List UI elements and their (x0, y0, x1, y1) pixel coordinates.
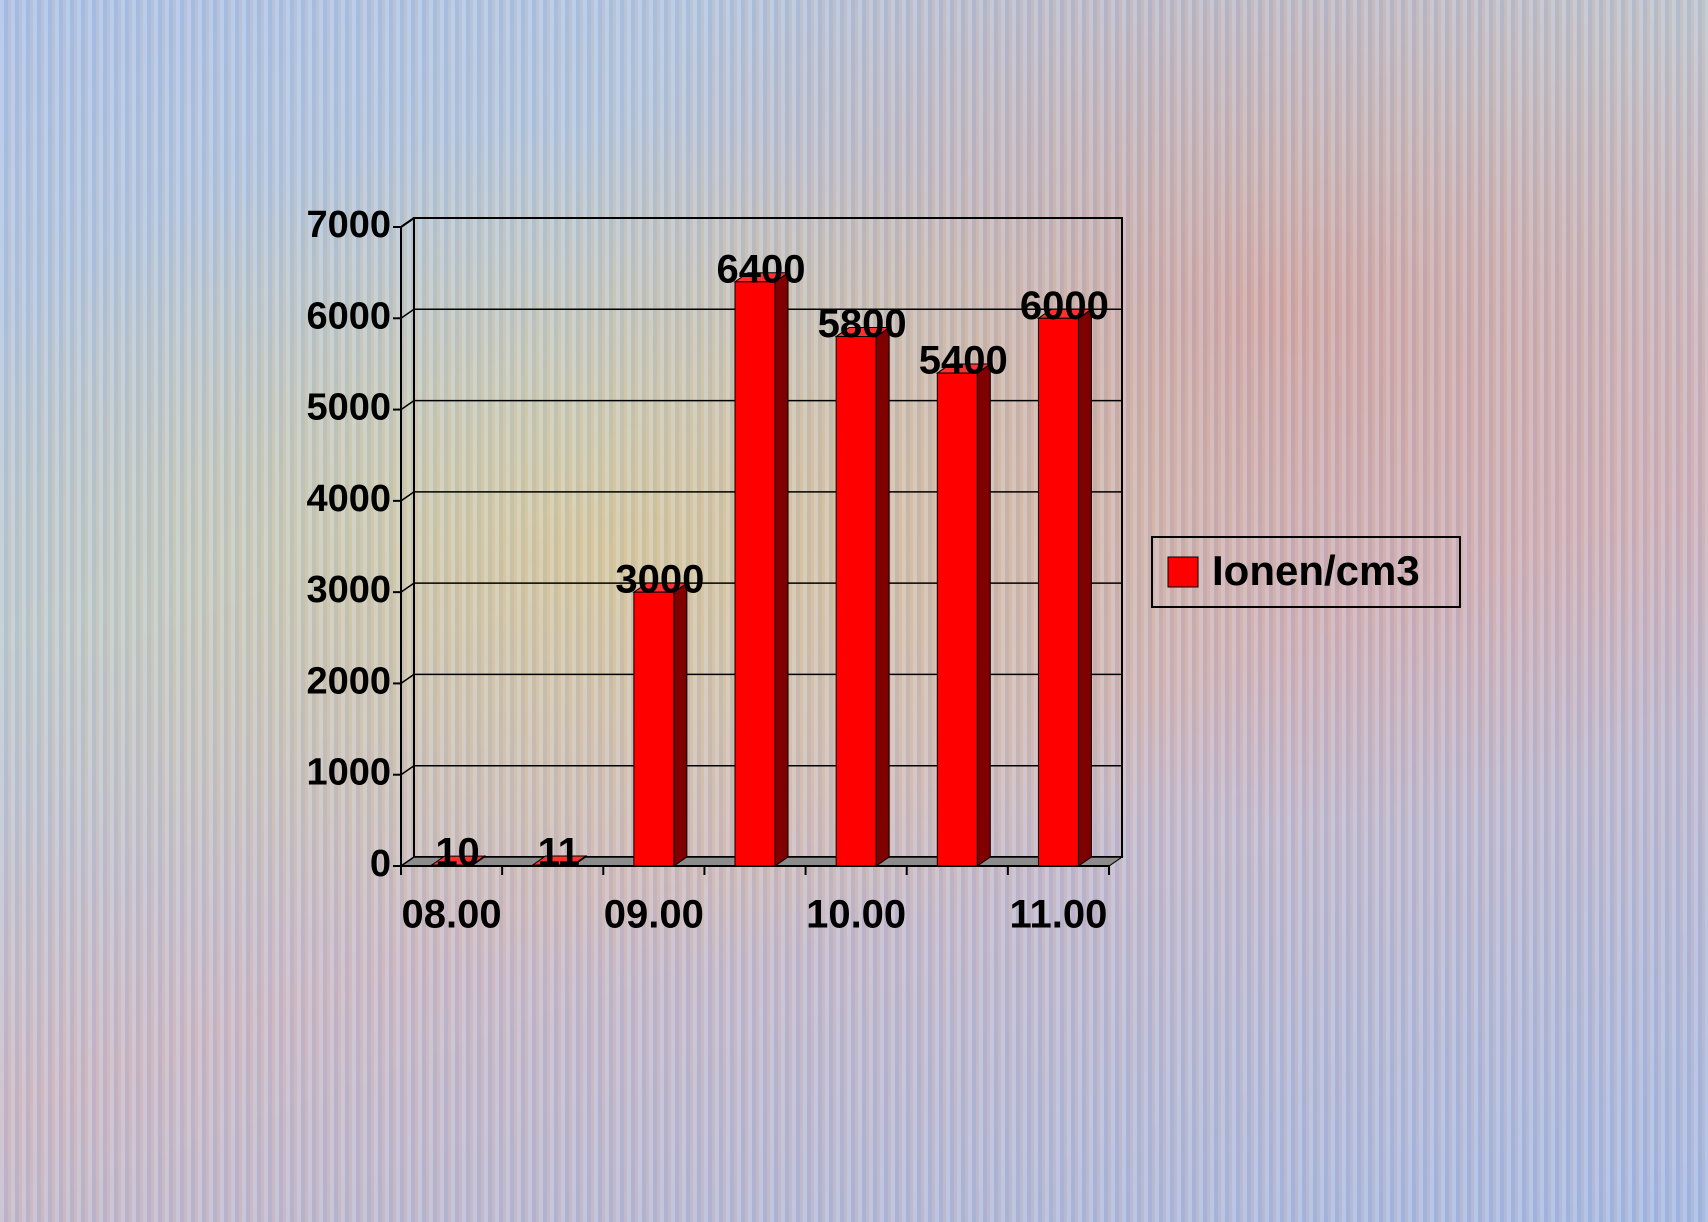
y-tick-label: 6000 (306, 295, 391, 337)
y-tick-label: 4000 (306, 478, 391, 520)
y-tick-label: 5000 (306, 387, 391, 429)
bar-side (674, 583, 687, 866)
data-label: 6400 (717, 247, 806, 291)
data-label: 11 (538, 831, 580, 875)
legend-label: Ionen/cm3 (1212, 547, 1420, 594)
x-tick-label: 08.00 (402, 893, 502, 937)
y-tick-label: 2000 (306, 660, 391, 702)
bar-side (1078, 309, 1091, 866)
legend-swatch (1168, 557, 1198, 587)
chart: 0 1000 2000 3000 4000 5000 6000 7000 08.00 09.00 1… (0, 0, 1708, 1222)
bar-side (775, 273, 788, 866)
grid-line (401, 309, 414, 318)
grid-line (401, 583, 414, 592)
grid-line (401, 766, 414, 775)
y-tick-label: 3000 (306, 569, 391, 611)
bar-side (876, 328, 889, 866)
bar (836, 337, 876, 866)
data-label: 6000 (1020, 284, 1109, 328)
data-label: 5800 (818, 302, 907, 346)
page: 0 1000 2000 3000 4000 5000 6000 7000 08.00 09.00 1… (0, 0, 1708, 1222)
y-tick-label: 1000 (306, 752, 391, 794)
x-tick-label: 09.00 (604, 893, 704, 937)
bar-side (977, 364, 990, 866)
x-tick-label: 10.00 (806, 893, 906, 937)
bar (735, 282, 775, 866)
bar (634, 592, 674, 866)
data-label: 5400 (919, 339, 1008, 383)
x-tick-label: 11.00 (1009, 893, 1107, 937)
bar (1038, 318, 1078, 866)
data-label: 3000 (615, 558, 704, 602)
grid-line (401, 674, 414, 683)
grid-line (401, 401, 414, 410)
y-tick-label: 7000 (306, 204, 391, 246)
data-label: 10 (435, 831, 480, 875)
grid-line (401, 218, 414, 227)
grid-line (401, 492, 414, 501)
y-tick-label: 0 (370, 843, 391, 885)
bar (937, 373, 977, 866)
